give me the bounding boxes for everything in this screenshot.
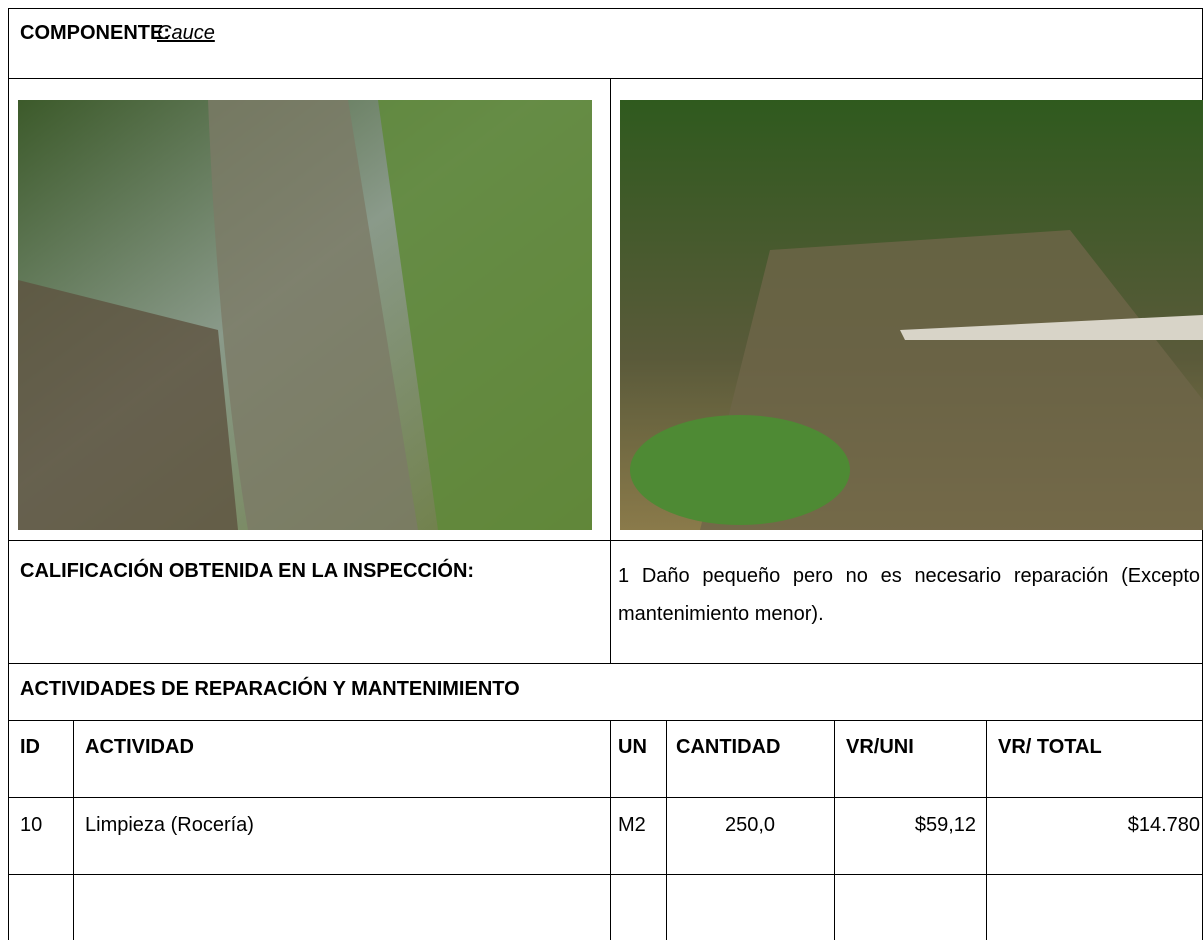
component-name: Cauce (157, 22, 215, 44)
rule (8, 720, 1203, 721)
column-header: VR/ TOTAL (998, 736, 1102, 758)
rule (8, 797, 1203, 798)
rule (73, 720, 74, 940)
activities-title: ACTIVIDADES DE REPARACIÓN Y MANTENIMIENT… (20, 678, 520, 700)
rating-text: 1 Daño pequeño pero no es necesario repa… (618, 565, 1200, 625)
column-header: UN (618, 736, 647, 758)
header-label: COMPONENTE: (20, 22, 170, 44)
rule (8, 874, 1203, 875)
table-cell: $59,12 (914, 814, 976, 836)
table-cell: $14.780 (1127, 814, 1200, 836)
table-cell: M2 (618, 814, 646, 836)
column-header: CANTIDAD (676, 736, 781, 758)
table-cell: 250,0 (724, 814, 776, 836)
column-header: ID (20, 736, 40, 758)
rule (8, 663, 1203, 664)
photo-right (620, 100, 1203, 530)
table-cell: 10 (20, 814, 43, 836)
rating-label: CALIFICACIÓN OBTENIDA EN LA INSPECCIÓN: (20, 560, 475, 582)
rule (610, 78, 611, 663)
column-header: ACTIVIDAD (85, 736, 194, 758)
rule (666, 720, 667, 940)
rule (986, 720, 987, 940)
rule (8, 540, 1203, 541)
rule (610, 720, 611, 940)
column-header: VR/UNI (846, 736, 914, 758)
table-cell: Limpieza (Rocería) (85, 814, 254, 836)
rule (834, 720, 835, 940)
photo-left (18, 100, 592, 530)
rule (8, 78, 1203, 79)
